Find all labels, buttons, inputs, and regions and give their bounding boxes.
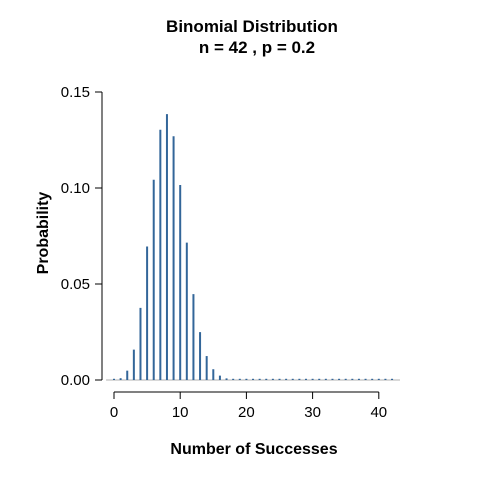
y-tick-label: 0.10	[61, 180, 90, 197]
y-tick-label: 0.15	[61, 84, 90, 101]
y-tick-label: 0.05	[61, 276, 90, 293]
x-tick-label: 20	[238, 404, 255, 421]
x-tick-label: 40	[370, 404, 387, 421]
y-axis-title: Probability	[35, 192, 52, 275]
x-tick-label: 0	[110, 404, 118, 421]
x-tick-label: 10	[172, 404, 189, 421]
x-tick-label: 30	[304, 404, 321, 421]
y-axis: 0.00 0.05 0.10 0.15	[61, 84, 103, 389]
x-axis: 0 10 20 30 40	[110, 391, 387, 421]
chart-title: Binomial Distribution	[166, 17, 338, 36]
x-axis-title: Number of Successes	[170, 441, 337, 458]
y-tick-label: 0.00	[61, 372, 90, 389]
chart-subtitle: n = 42 , p = 0.2	[199, 38, 315, 57]
bars	[106, 114, 400, 381]
